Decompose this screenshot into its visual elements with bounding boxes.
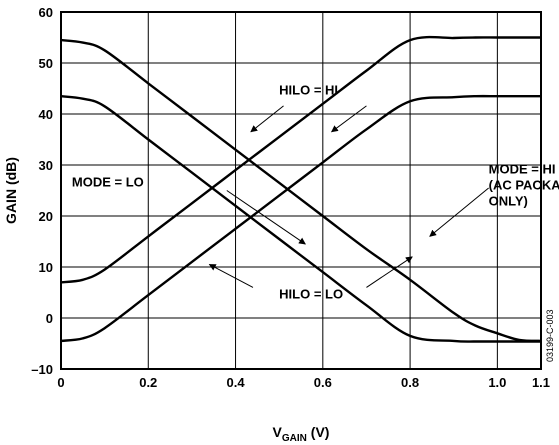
y-tick-label: 50 (39, 56, 53, 71)
x-tick-label: 0.2 (139, 375, 157, 390)
tick-labels: 0 0.2 0.4 0.6 0.8 1.0 1.1 –10 0 10 20 30 40 50 60 (31, 5, 550, 390)
x-tick-label: 0 (57, 375, 64, 390)
x-tick-label: 0.8 (401, 375, 419, 390)
gain-curve-1 (60, 38, 542, 343)
annotation-arrow (330, 105, 367, 133)
x-tick-label: 1.1 (532, 375, 550, 390)
annotation-arrow (429, 187, 489, 237)
x-axis-label-main: V (273, 424, 283, 440)
data-series (60, 35, 542, 343)
x-axis-label: VGAIN (V) (273, 424, 330, 444)
y-tick-label: 30 (39, 158, 53, 173)
x-tick-label: 1.0 (488, 375, 506, 390)
grid (60, 11, 542, 370)
plot-frame (60, 11, 542, 370)
annotation-text: HILO = LO (279, 287, 343, 302)
x-tick-label: 0.4 (227, 375, 246, 390)
gain-curve-4 (60, 94, 541, 343)
y-axis-label: GAIN (dB) (3, 157, 19, 224)
annotation-4: MODE = HI(AC PACKAGEONLY) (429, 162, 559, 237)
y-tick-label: –10 (31, 362, 53, 377)
annotation-arrow (250, 105, 284, 133)
annotation-text: (AC PACKAGE (489, 178, 559, 193)
x-tick-label: 0.6 (314, 375, 332, 390)
y-tick-label: 60 (39, 5, 53, 20)
gain-curve-2 (60, 95, 541, 343)
x-axis-label-unit: (V) (307, 424, 330, 440)
annotation-1: HILO = HI (250, 83, 367, 133)
annotation-text: HILO = HI (279, 83, 338, 98)
annotation-3: HILO = LO (208, 256, 413, 302)
y-tick-label: 40 (39, 107, 53, 122)
annotation-arrow (208, 264, 254, 288)
y-tick-label: 10 (39, 260, 53, 275)
annotations: HILO = HI MODE = LO HILO = LO MODE = HI(AC … (72, 83, 559, 302)
annotation-text: MODE = LO (72, 174, 144, 189)
annotation-arrow (226, 190, 306, 245)
figure-code: 03199-C-003 (545, 309, 555, 362)
annotation-arrow (366, 256, 413, 288)
gain-curve-3 (60, 35, 541, 284)
y-tick-label: 0 (46, 311, 53, 326)
x-axis-label-subscript: GAIN (282, 433, 307, 444)
annotation-text: MODE = HI (489, 162, 556, 177)
annotation-text: ONLY) (489, 194, 528, 209)
y-tick-label: 20 (39, 209, 53, 224)
annotation-2: MODE = LO (72, 174, 306, 245)
